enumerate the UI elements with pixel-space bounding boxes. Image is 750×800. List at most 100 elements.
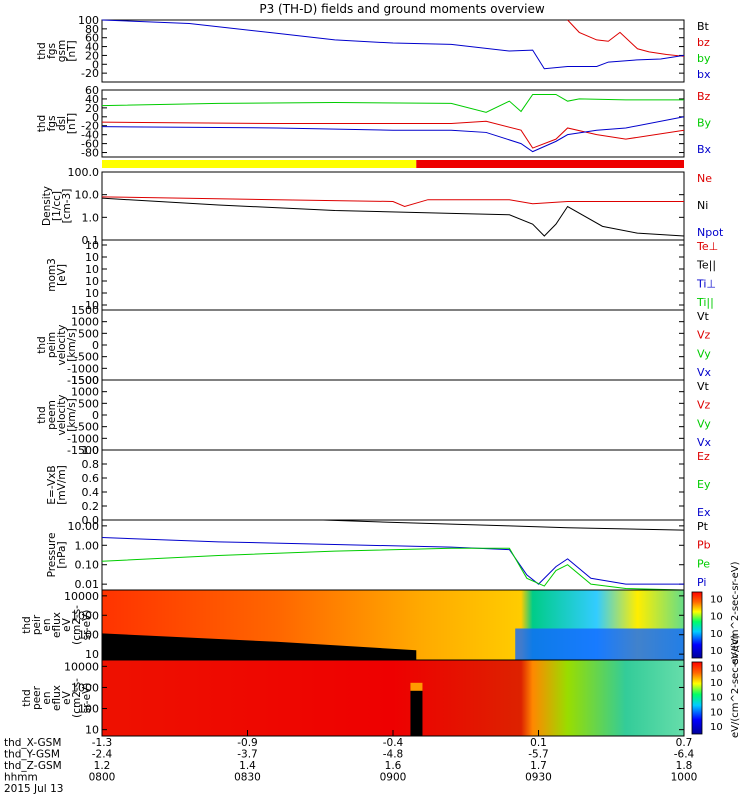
x-tick-label: 1.2: [94, 760, 111, 772]
series-line-Pt: [323, 519, 685, 531]
y-tick-label: -20: [81, 67, 99, 80]
y-tick-label: 10.00: [68, 520, 100, 533]
y-tick-label: 1.00: [75, 539, 100, 552]
y-tick-label: 10: [85, 724, 99, 737]
legend-entry: Vz: [697, 329, 711, 342]
x-row-label: thd_Z-GSM: [4, 760, 62, 772]
y-tick-label: 1500: [71, 374, 99, 387]
legend-entry: Vz: [697, 399, 711, 412]
y-axis-label: peem: [46, 400, 58, 430]
colorbar-tick-label: 10: [710, 646, 723, 657]
y-axis-label: en: [41, 691, 53, 704]
x-tick-label: -3.7: [237, 749, 258, 761]
y-tick-label: -500: [74, 421, 99, 434]
y-tick-label: 0.2: [82, 500, 100, 513]
legend-entry: Vx: [697, 366, 712, 379]
colorbar-label: eV/(cm^2-sec-sr-eV): [730, 634, 741, 738]
panel-stack: 100806040200-20thdfgsgsm[nT]Btbzbybx6040…: [21, 14, 741, 738]
y-axis-label: eflux: [51, 612, 63, 638]
y-tick-label: 0.10: [75, 559, 100, 572]
legend-entry: by: [697, 52, 711, 65]
legend-entry: Ti⊥: [696, 277, 716, 290]
y-axis-label: sr-eV): [81, 683, 93, 714]
y-tick-label: -80: [81, 147, 99, 160]
x-tick-label: -5.7: [528, 749, 549, 761]
y-axis-label: eflux: [51, 685, 63, 711]
y-tick-label: -20: [81, 120, 99, 133]
y-axis-label: [nT]: [66, 40, 78, 61]
legend-entry: Vt: [697, 380, 710, 393]
legend-entry: Bx: [697, 143, 712, 156]
y-axis-label: thd: [36, 336, 48, 353]
series-line-Bx: [101, 116, 685, 153]
panel-frame: [101, 449, 685, 521]
mode-bar-red: [416, 160, 684, 168]
x-tick-label: 0.7: [676, 737, 693, 749]
legend-entry: Te⊥: [696, 240, 718, 253]
colorbar-tick-label: 10: [710, 707, 723, 718]
y-tick-label: 10: [85, 251, 99, 264]
y-axis-label: (cm2-s-: [71, 678, 83, 718]
y-axis-label: dsl: [56, 116, 68, 131]
legend-entry: Npot: [697, 226, 724, 239]
panel-7: 1.00.80.60.40.20.0 E=-VxB[mV/m] Ez Ey Ex: [46, 444, 711, 527]
y-tick-label: 0.0: [82, 514, 100, 527]
y-tick-label: 0.8: [82, 458, 100, 471]
y-tick-label: -500: [74, 351, 99, 364]
y-axis-label: eV: [61, 690, 73, 704]
y-tick-label: 1.0: [82, 211, 100, 224]
panel-10: 10 10 10 10 10 eV/(cm^2-sec-sr-eV) 10000 1000 10…: [21, 634, 741, 738]
legend-entry: bx: [697, 68, 711, 81]
y-tick-label: 10: [85, 299, 99, 312]
colorbar-tick-label: 10: [710, 693, 723, 704]
y-tick-label: 10000: [64, 590, 99, 603]
panel-frame: [101, 239, 685, 311]
y-tick-label: 100: [78, 14, 99, 27]
legend-entry: bz: [697, 36, 710, 49]
y-axis-label: peer: [31, 685, 43, 710]
x-tick-label: -1.3: [92, 737, 113, 749]
y-axis-label: mom3: [46, 258, 58, 292]
y-axis-label: sr-eV): [81, 610, 93, 641]
y-tick-label: 10: [85, 287, 99, 300]
colorbar-label: eV/(cm^2-sec-sr-eV): [730, 561, 741, 665]
legend-entry: Vy: [697, 417, 711, 430]
y-tick-label: 1500: [71, 304, 99, 317]
colorbar-tick-label: 10: [710, 722, 723, 733]
y-tick-label: 1000: [71, 681, 99, 694]
y-axis-label: thd: [36, 42, 48, 59]
legend-entry: Pt: [697, 520, 709, 533]
series-line-Ni: [101, 197, 685, 237]
x-tick-label: -0.9: [237, 737, 258, 749]
y-tick-label: 100: [78, 703, 99, 716]
series-line-Pi: [101, 537, 684, 585]
y-tick-label: 20: [85, 49, 99, 62]
legend-entry: Ey: [697, 478, 711, 491]
colorbar: [691, 661, 703, 735]
x-row-label: thd_Y-GSM: [4, 749, 60, 761]
y-tick-label: 10: [85, 263, 99, 276]
y-axis-label: thd: [36, 115, 48, 132]
y-axis-label: thd: [36, 406, 48, 423]
x-tick-label: -6.4: [674, 749, 695, 761]
colorbar-tick-label: 10: [710, 595, 723, 606]
y-axis-label: [nPa]: [56, 541, 68, 568]
legend-entry: Ti||: [696, 296, 714, 309]
panel-frame: [101, 19, 685, 83]
legend-entry: Te||: [696, 259, 716, 272]
series-line-By: [101, 93, 684, 113]
x-tick-label: 1.4: [239, 760, 256, 772]
panel-6: 150010005000-500-1000-1500thdpeemvelocit…: [36, 374, 712, 457]
y-axis-label: thd: [21, 689, 33, 706]
y-axis-label: [eV]: [56, 264, 68, 286]
x-tick-label: 0830: [234, 772, 261, 784]
y-axis-label: en: [41, 618, 53, 631]
x-tick-label: -4.8: [383, 749, 404, 761]
y-tick-label: 0: [92, 111, 99, 124]
x-tick-label: 1.8: [676, 760, 693, 772]
plot-title: P3 (TH-D) fields and ground moments over…: [259, 2, 544, 16]
y-tick-label: 1000: [71, 609, 99, 622]
date-label: 2015 Jul 13: [4, 783, 63, 795]
